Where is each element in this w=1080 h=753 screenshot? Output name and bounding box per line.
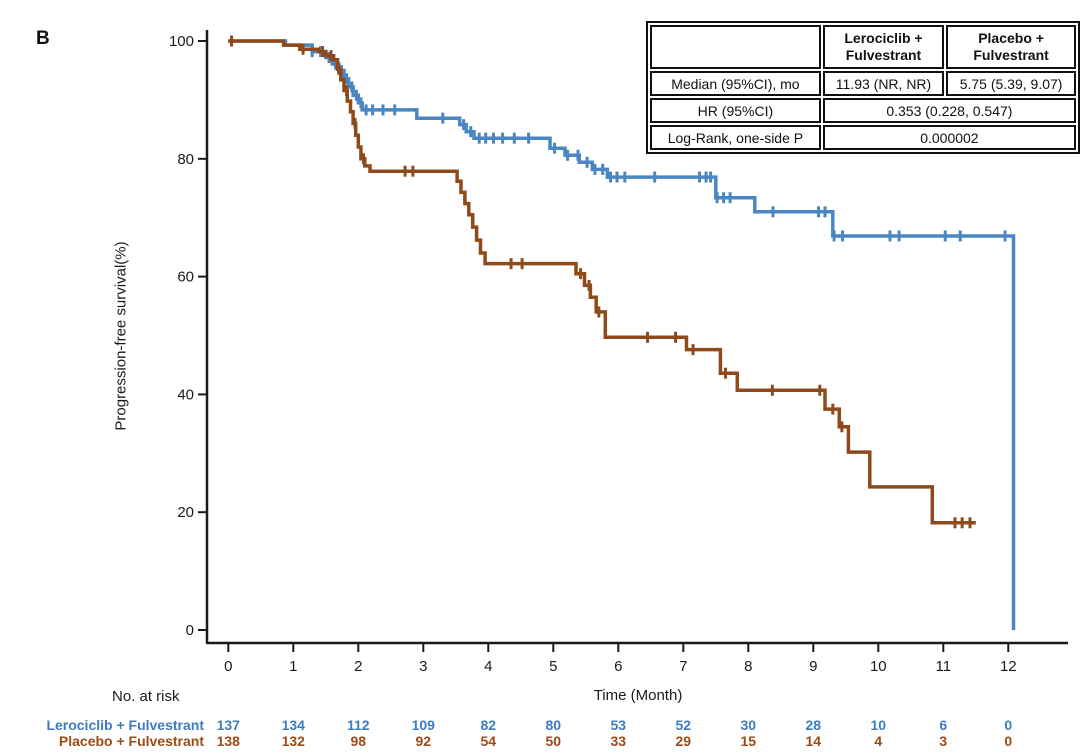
x-tick-label: 2 [354,658,362,675]
risk-count: 6 [939,717,948,733]
y-tick-label: 80 [177,151,194,168]
risk-count: 53 [610,717,627,733]
risk-count: 10 [870,717,887,733]
y-tick-label: 100 [169,33,194,50]
risk-count: 137 [216,717,240,733]
risk-count: 14 [805,733,822,749]
risk-count: 3 [939,733,948,749]
risk-count: 109 [411,717,435,733]
stats-hr-value: 0.353 (0.228, 0.547) [822,98,1076,123]
risk-count: 29 [675,733,692,749]
risk-count: 132 [281,733,305,749]
risk-count: 0 [1004,717,1013,733]
stats-header-lerociclib: Lerociclib + Fulvestrant [822,25,945,69]
stats-row-logrank-label: Log-Rank, one-side P [650,125,821,150]
x-tick-label: 5 [549,658,557,675]
x-tick-label: 3 [419,658,427,675]
risk-row-label-placebo: Placebo + Fulvestrant [58,733,204,749]
x-tick-label: 11 [936,658,952,675]
x-tick-label: 9 [809,658,817,675]
risk-count: 134 [281,717,305,733]
x-tick-label: 7 [679,658,687,675]
panel-label: B [36,28,50,49]
x-axis-label: Time (Month) [593,687,683,704]
stats-median-lerociclib: 11.93 (NR, NR) [822,71,945,96]
risk-count: 98 [350,733,367,749]
risk-count: 0 [1004,733,1013,749]
stats-logrank-value: 0.000002 [822,125,1076,150]
no-at-risk-label: No. at risk [112,688,180,705]
y-tick-label: 20 [177,504,194,521]
risk-count: 52 [675,717,692,733]
risk-count: 28 [805,717,822,733]
risk-count: 33 [610,733,627,749]
x-tick-label: 6 [614,658,622,675]
risk-count: 30 [740,717,757,733]
risk-count: 112 [347,717,370,733]
x-tick-label: 4 [484,658,492,675]
x-tick-label: 10 [870,658,887,675]
stats-header-placebo: Placebo + Fulvestrant [946,25,1076,69]
x-tick-label: 0 [224,658,232,675]
stats-median-placebo: 5.75 (5.39, 9.07) [946,71,1076,96]
stats-table: Lerociclib + Fulvestrant Placebo + Fulve… [646,21,1080,154]
risk-count: 4 [874,733,883,749]
risk-count: 50 [545,733,562,749]
risk-count: 82 [480,717,497,733]
y-tick-label: 40 [177,386,194,403]
risk-count: 92 [415,733,432,749]
y-tick-label: 0 [186,622,194,639]
y-axis-label: Progression-free survival(%) [112,241,130,431]
stats-row-median-label: Median (95%CI), mo [650,71,821,96]
risk-count: 80 [545,717,562,733]
y-tick-label: 60 [177,269,194,286]
x-tick-label: 8 [744,658,752,675]
x-tick-label: 12 [1000,658,1017,675]
risk-row-label-lerociclib: Lerociclib + Fulvestrant [46,717,204,733]
risk-count: 138 [216,733,240,749]
stats-row-hr-label: HR (95%CI) [650,98,821,123]
risk-count: 15 [740,733,757,749]
risk-count: 54 [480,733,497,749]
lerociclib-curve [228,39,1016,630]
stats-table-corner-cell [650,25,821,69]
x-tick-label: 1 [289,658,297,675]
